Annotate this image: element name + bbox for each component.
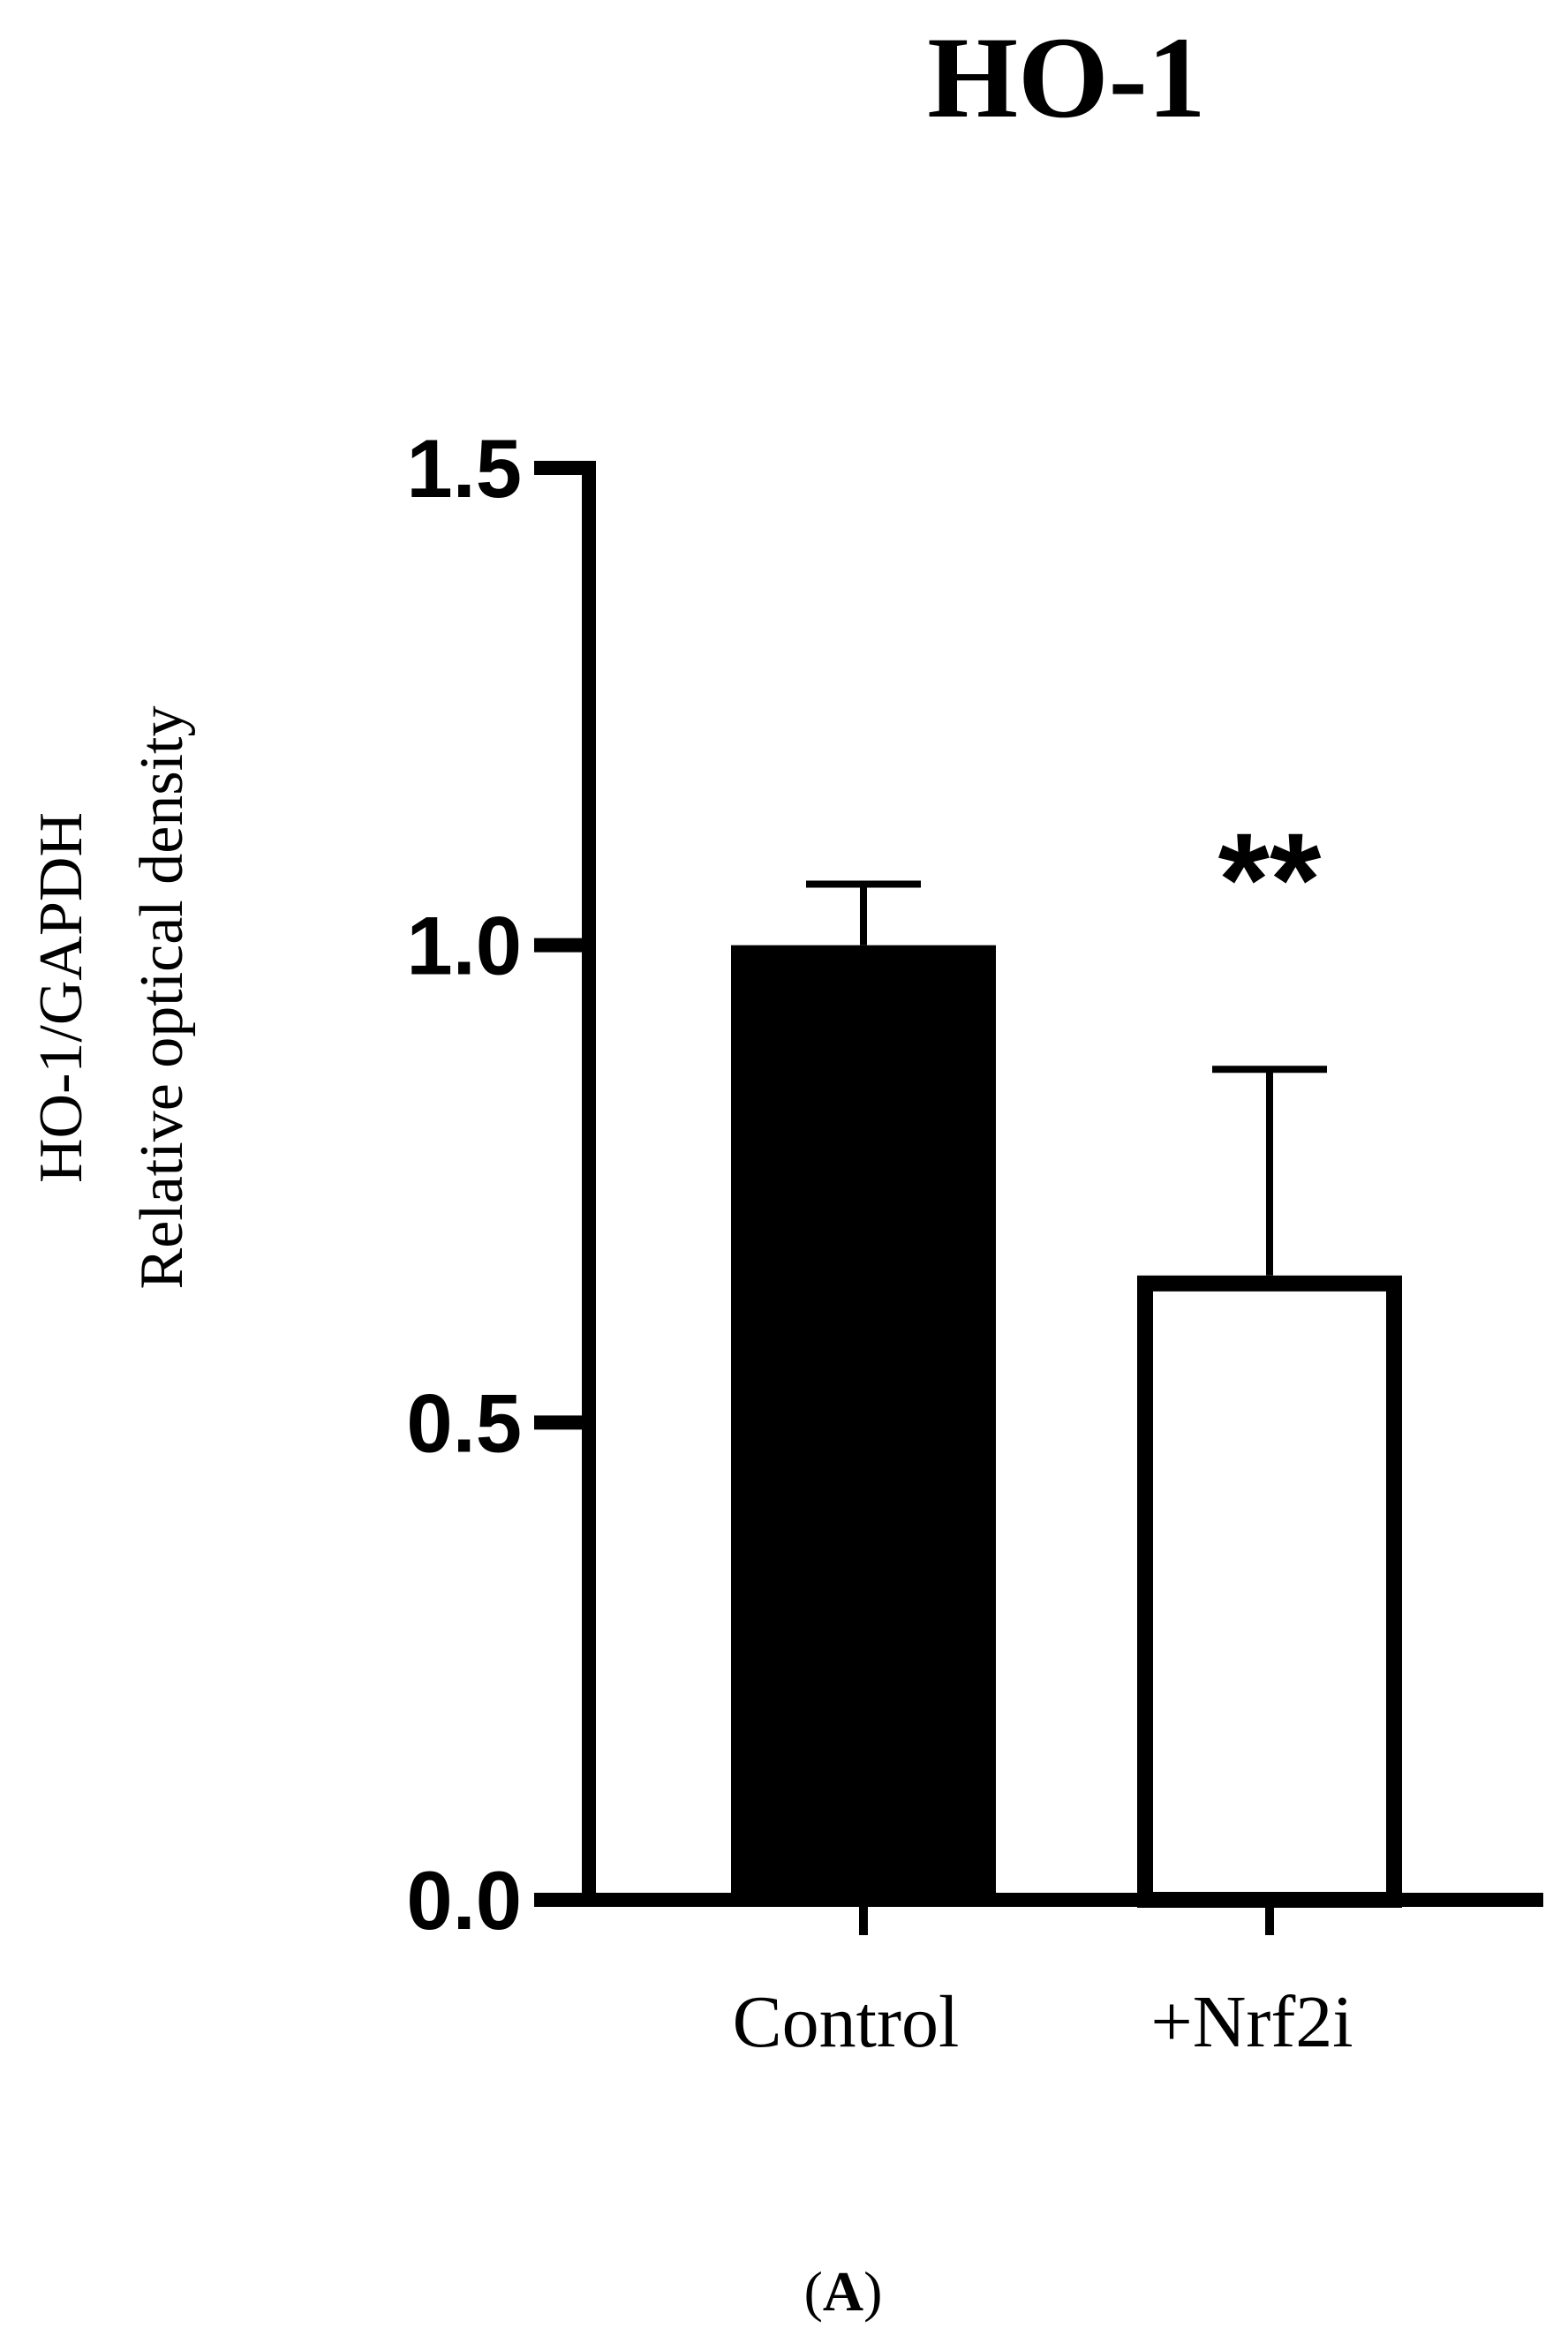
y-axis-title: HO-1/GAPDH Relative optical density [27, 706, 196, 1290]
x-tick-label-1: +Nrf2i [1150, 1981, 1353, 2063]
bars [731, 945, 1402, 1908]
significance-mark-1: ** [1218, 805, 1322, 953]
panel-label-letter: A [823, 2260, 863, 2323]
y-tick-label-3: 1.5 [406, 422, 522, 515]
panel-label: (A) [804, 2260, 883, 2323]
y-tick-label-1: 0.5 [406, 1376, 522, 1469]
bar-0 [731, 945, 996, 1900]
bar-1 [1137, 1275, 1402, 1908]
y-tick-label-2: 1.0 [406, 900, 522, 992]
panel-label-close: ) [863, 2260, 882, 2323]
category-labels: Control +Nrf2i [733, 1981, 1353, 2063]
y-axis: 0.0 0.5 1.0 1.5 [406, 422, 596, 1947]
panel-label-open: ( [804, 2260, 823, 2323]
y-axis-title-line-2: Relative optical density [128, 706, 196, 1290]
y-tick-label-0: 0.0 [406, 1854, 522, 1947]
chart-title: HO-1 [927, 12, 1205, 142]
error-bars [806, 880, 1327, 1276]
significance-marks: ** [1218, 805, 1322, 953]
svg-text:(A): (A) [804, 2260, 883, 2323]
x-tick-label-0: Control [733, 1981, 960, 2063]
y-axis-title-line-1: HO-1/GAPDH [27, 812, 95, 1183]
